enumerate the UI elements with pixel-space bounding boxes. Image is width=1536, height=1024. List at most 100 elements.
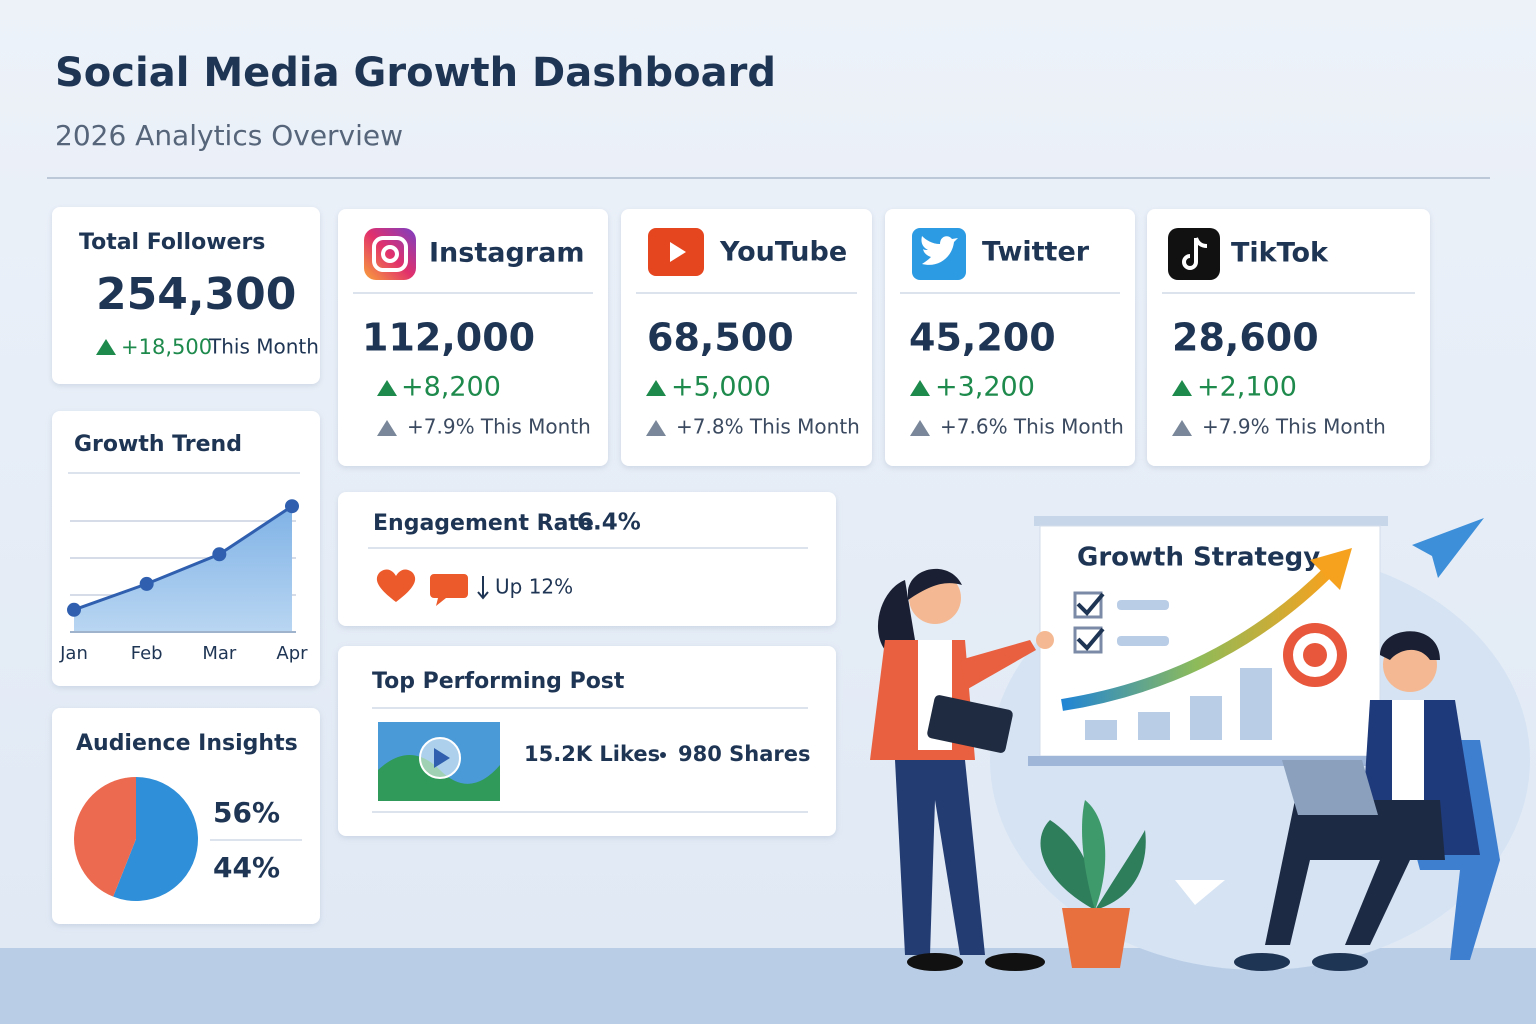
icon-part [921, 236, 958, 265]
laptop [1282, 760, 1378, 815]
line [73, 504, 293, 612]
icon-part [1182, 238, 1198, 270]
tablet [927, 695, 1013, 753]
illustration: Growth Strategy [870, 516, 1500, 971]
likes: 15.2K Likes [524, 742, 660, 766]
change: +8,200 [401, 372, 501, 403]
platform-name: YouTube [719, 237, 847, 268]
checkbox [1073, 626, 1103, 654]
percent: +7.9% This Month [1202, 415, 1386, 439]
shoe [1312, 953, 1368, 971]
followers: 112,000 [362, 316, 535, 360]
followers: 28,600 [1172, 316, 1319, 360]
growth-arrow [1061, 565, 1335, 711]
hair [877, 580, 915, 650]
paper-plane-small [1175, 880, 1225, 905]
percent: +7.6% This Month [940, 415, 1124, 439]
up-icon [910, 420, 930, 436]
engagement-trend: Up 12% [495, 575, 573, 599]
hand [1036, 631, 1054, 649]
instagram-icon [364, 228, 416, 280]
shares: 980 Shares [678, 742, 811, 766]
engagement-value: 6.4% [577, 510, 641, 536]
top-post-label: Top Performing Post [372, 669, 625, 694]
engagement-label: Engagement Rate [373, 511, 594, 536]
platform-name: Twitter [982, 237, 1090, 268]
chart-title: Growth Trend [74, 432, 242, 457]
shoe [985, 953, 1045, 971]
up-icon [96, 339, 116, 355]
heart-icon [376, 569, 416, 602]
icon-part [670, 242, 686, 262]
board-bar [1240, 668, 1272, 740]
check [1076, 592, 1105, 616]
followers: 68,500 [647, 316, 794, 360]
up-icon [646, 420, 666, 436]
checkbox [1073, 591, 1103, 619]
change: +18,500 [121, 335, 212, 359]
total-value: 254,300 [96, 269, 296, 320]
icon-part [1194, 237, 1208, 248]
card-label: Total Followers [79, 230, 265, 255]
platform-name: TikTok [1231, 238, 1329, 269]
x-tick-label: Apr [276, 643, 308, 664]
area [74, 506, 292, 632]
x-tick-label: Feb [131, 643, 163, 664]
list-line [1117, 600, 1169, 610]
arm [960, 640, 1036, 690]
x-tick-label: Jan [59, 643, 88, 664]
platform-card: Twitter 45,200 +3,200 +7.6% This Month [885, 209, 1135, 466]
subtitle: 2026 Analytics Overview [55, 119, 403, 152]
icon-part [372, 236, 408, 272]
list-line [1117, 636, 1169, 646]
icon-part [381, 245, 399, 263]
pants [895, 760, 985, 955]
board-bar [1085, 720, 1117, 740]
board-base [1028, 756, 1392, 766]
pants [1265, 800, 1445, 945]
bullet [660, 752, 666, 758]
up-icon [1172, 420, 1192, 436]
arrow-head [1310, 548, 1352, 590]
target-ring [1303, 643, 1327, 667]
pie-slice [113, 777, 199, 901]
shoe [1234, 953, 1290, 971]
change: +3,200 [935, 372, 1035, 403]
board-top [1034, 516, 1388, 526]
up-icon [377, 420, 397, 436]
pie-slice [74, 777, 136, 897]
x-tick-label: Mar [202, 643, 237, 664]
change: +5,000 [671, 372, 771, 403]
trend-icon [477, 576, 489, 600]
line-chart: Jan Feb Mar Apr [59, 499, 308, 664]
platform-card: TikTok 28,600 +2,100 +7.9% This Month [1147, 209, 1430, 466]
percent: +7.9% This Month [407, 415, 591, 439]
platform-card: Instagram 112,000 +8,200 +7.9% This Mont… [338, 209, 608, 466]
followers: 45,200 [909, 316, 1056, 360]
card [52, 207, 320, 384]
platform-name: Instagram [429, 238, 584, 269]
value-label: 56% [213, 796, 280, 829]
platform-card: YouTube 68,500 +5,000 +7.8% This Month [621, 209, 872, 466]
shirt [1392, 700, 1424, 810]
point [212, 547, 227, 562]
leaf [1040, 820, 1095, 910]
board-bar [1190, 696, 1222, 740]
shoe [907, 953, 963, 971]
pie-chart: 56% 44% [74, 777, 280, 901]
board-title: Growth Strategy [1077, 543, 1320, 573]
point [139, 576, 154, 591]
title: Social Media Growth Dashboard [55, 50, 776, 96]
comment-icon [430, 574, 468, 606]
point [67, 602, 81, 617]
up-icon [1172, 380, 1192, 396]
leaf [1095, 830, 1146, 910]
check [1076, 627, 1105, 651]
chart-title: Audience Insights [76, 731, 298, 756]
percent: +7.8% This Month [676, 415, 860, 439]
change: +2,100 [1197, 372, 1297, 403]
board-bar [1138, 712, 1170, 740]
period: This Month [208, 335, 319, 359]
up-icon [377, 380, 397, 396]
